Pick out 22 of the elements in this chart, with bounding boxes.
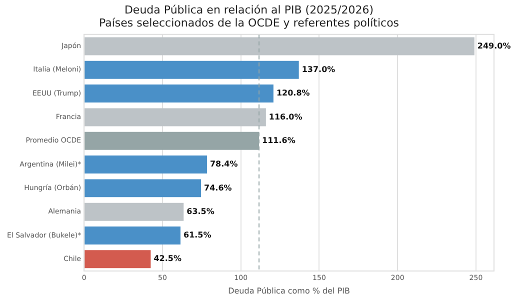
- bar: [84, 108, 266, 126]
- bar: [84, 179, 202, 198]
- bar: [84, 156, 207, 174]
- x-axis-title: Deuda Pública como % del PIB: [228, 286, 350, 296]
- data-label: 249.0%: [477, 41, 511, 50]
- data-label: 63.5%: [186, 206, 214, 216]
- chart-subtitle: Países seleccionados de la OCDE y referentes políticos: [98, 16, 400, 30]
- bar: [84, 202, 184, 221]
- bar: [84, 60, 299, 79]
- chart-title: Deuda Pública en relación al PIB (2025/2026): [124, 3, 374, 16]
- data-label: 61.5%: [183, 230, 212, 240]
- data-label: 42.5%: [154, 254, 182, 264]
- bar: [84, 226, 180, 244]
- bar: [84, 37, 474, 56]
- data-label: 120.8%: [276, 88, 310, 98]
- bar: [84, 250, 151, 268]
- data-label: 74.6%: [204, 183, 232, 192]
- bar: [84, 84, 274, 103]
- data-label: 116.0%: [268, 112, 302, 122]
- data-label: 78.4%: [210, 160, 238, 169]
- data-label: 137.0%: [302, 64, 336, 74]
- data-label: 111.6%: [262, 136, 296, 145]
